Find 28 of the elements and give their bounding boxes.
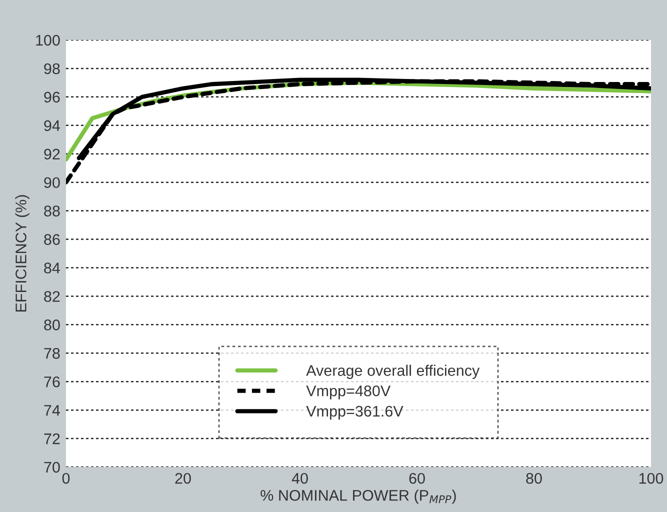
y-tick-label: 100 — [36, 34, 60, 46]
legend-label: Vmpp=480V — [306, 385, 391, 400]
x-axis-title: % NOMINAL POWER (P$_{MPP}$) — [260, 490, 456, 504]
y-tick-label: 84 — [44, 262, 60, 274]
y-tick-label: 80 — [44, 320, 60, 330]
x-tick-label: 80 — [526, 472, 542, 484]
y-tick-label: 96 — [44, 92, 60, 103]
x-tick-label: 0 — [62, 472, 70, 484]
y-tick-label: 88 — [44, 206, 60, 216]
x-tick-label: 40 — [292, 472, 308, 484]
y-tick-label: 86 — [44, 234, 60, 245]
y-tick-label: 92 — [44, 148, 60, 160]
y-tick-label: 94 — [44, 120, 60, 132]
x-tick-label: 100 — [639, 472, 664, 484]
y-tick-label: 98 — [44, 63, 60, 74]
y-tick-label: 72 — [44, 433, 60, 444]
y-tick-label: 74 — [44, 405, 60, 416]
y-tick-label: 82 — [44, 291, 60, 302]
x-tick-label: 60 — [409, 472, 425, 484]
y-tick-label: 78 — [44, 348, 60, 359]
y-tick-label: 90 — [44, 177, 60, 188]
legend-label: Vmpp=361.6V — [306, 406, 404, 420]
y-tick-label: 76 — [44, 376, 60, 388]
y-axis-title: EFFICIENCY (%) — [15, 195, 30, 312]
legend-label: Average overall efficiency — [306, 364, 480, 379]
x-tick-label: 20 — [175, 472, 191, 484]
y-tick-label: 70 — [44, 462, 60, 473]
line-series — [66, 79, 651, 184]
